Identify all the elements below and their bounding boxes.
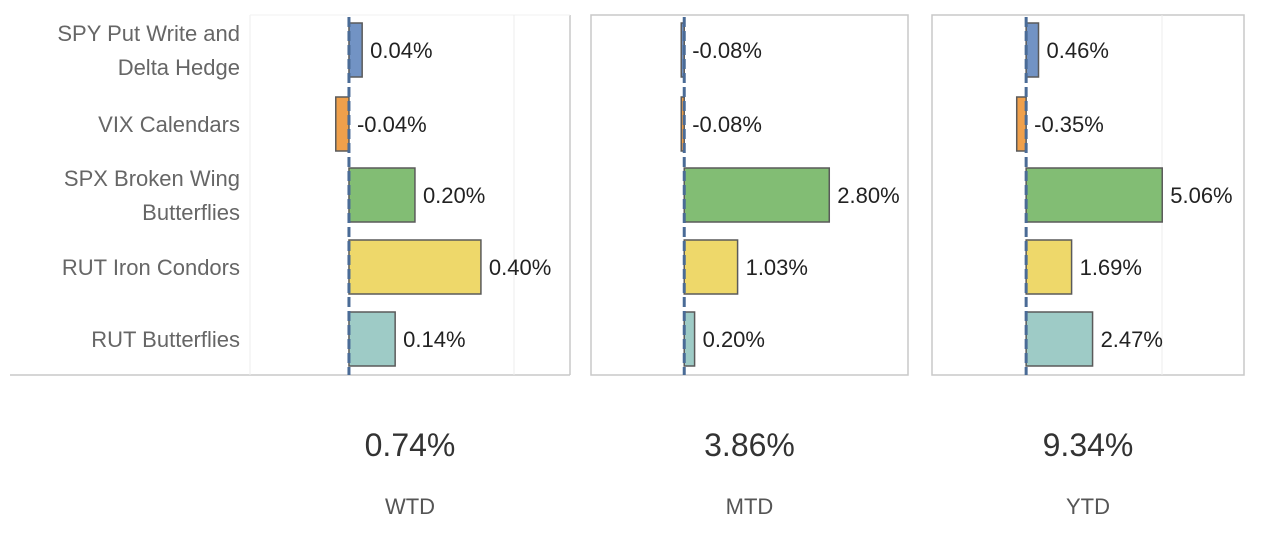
bar-wtd-1 bbox=[335, 96, 350, 152]
panel-mtd: -0.08% -0.08% 2.80% 1.03% 0.20% 3.86% MTD bbox=[590, 14, 909, 519]
value-label: 2.47% bbox=[1101, 327, 1163, 352]
value-label: -0.08% bbox=[692, 112, 762, 137]
category-label: RUT Butterflies bbox=[91, 327, 240, 352]
period-label-ytd: YTD bbox=[1066, 494, 1110, 519]
value-label: 0.20% bbox=[703, 327, 765, 352]
category-label: VIX Calendars bbox=[98, 112, 240, 137]
panel-wtd: 0.04% -0.04% 0.20% 0.40% 0.14% 0.74% WTD bbox=[10, 14, 571, 519]
category-label-line: SPY Put Write and bbox=[57, 21, 240, 46]
value-label: 2.80% bbox=[837, 183, 899, 208]
value-label: 0.14% bbox=[403, 327, 465, 352]
panel-frame bbox=[931, 14, 1245, 376]
bar-ytd-4 bbox=[1025, 311, 1094, 367]
category-label: RUT Iron Condors bbox=[62, 255, 240, 280]
value-label: 1.03% bbox=[746, 255, 808, 280]
period-label-wtd: WTD bbox=[385, 494, 435, 519]
value-label: 1.69% bbox=[1080, 255, 1142, 280]
panel-ytd: 0.46% -0.35% 5.06% 1.69% 2.47% 9.34% YTD bbox=[931, 14, 1245, 519]
total-wtd: 0.74% bbox=[365, 427, 456, 463]
value-label: 0.04% bbox=[370, 38, 432, 63]
value-label: -0.04% bbox=[357, 112, 427, 137]
panel-frame bbox=[590, 14, 909, 376]
category-label: SPY Put Write and Delta Hedge bbox=[57, 21, 240, 80]
category-label-line: Delta Hedge bbox=[118, 55, 240, 80]
total-mtd: 3.86% bbox=[704, 427, 795, 463]
category-label: SPX Broken Wing Butterflies bbox=[64, 166, 240, 225]
category-label-line: SPX Broken Wing bbox=[64, 166, 240, 191]
value-label: 0.40% bbox=[489, 255, 551, 280]
category-labels: SPY Put Write and Delta Hedge VIX Calendar… bbox=[57, 21, 240, 352]
total-ytd: 9.34% bbox=[1043, 427, 1134, 463]
bar-mtd-3 bbox=[683, 239, 739, 295]
bar-mtd-4 bbox=[683, 311, 696, 367]
value-label: 5.06% bbox=[1170, 183, 1232, 208]
value-label: 0.20% bbox=[423, 183, 485, 208]
bar-ytd-2 bbox=[1025, 167, 1163, 223]
value-label: 0.46% bbox=[1047, 38, 1109, 63]
bar-wtd-2 bbox=[348, 167, 416, 223]
category-label-line: RUT Butterflies bbox=[91, 327, 240, 352]
bar-wtd-4 bbox=[348, 311, 396, 367]
category-label-line: RUT Iron Condors bbox=[62, 255, 240, 280]
category-label-line: Butterflies bbox=[142, 200, 240, 225]
bar-wtd-3 bbox=[348, 239, 482, 295]
value-label: -0.08% bbox=[692, 38, 762, 63]
bar-ytd-0 bbox=[1025, 22, 1040, 78]
category-label-line: VIX Calendars bbox=[98, 112, 240, 137]
bar-ytd-3 bbox=[1025, 239, 1073, 295]
value-label: -0.35% bbox=[1034, 112, 1104, 137]
period-label-mtd: MTD bbox=[726, 494, 774, 519]
bar-wtd-0 bbox=[348, 22, 363, 78]
bar-mtd-2 bbox=[683, 167, 831, 223]
